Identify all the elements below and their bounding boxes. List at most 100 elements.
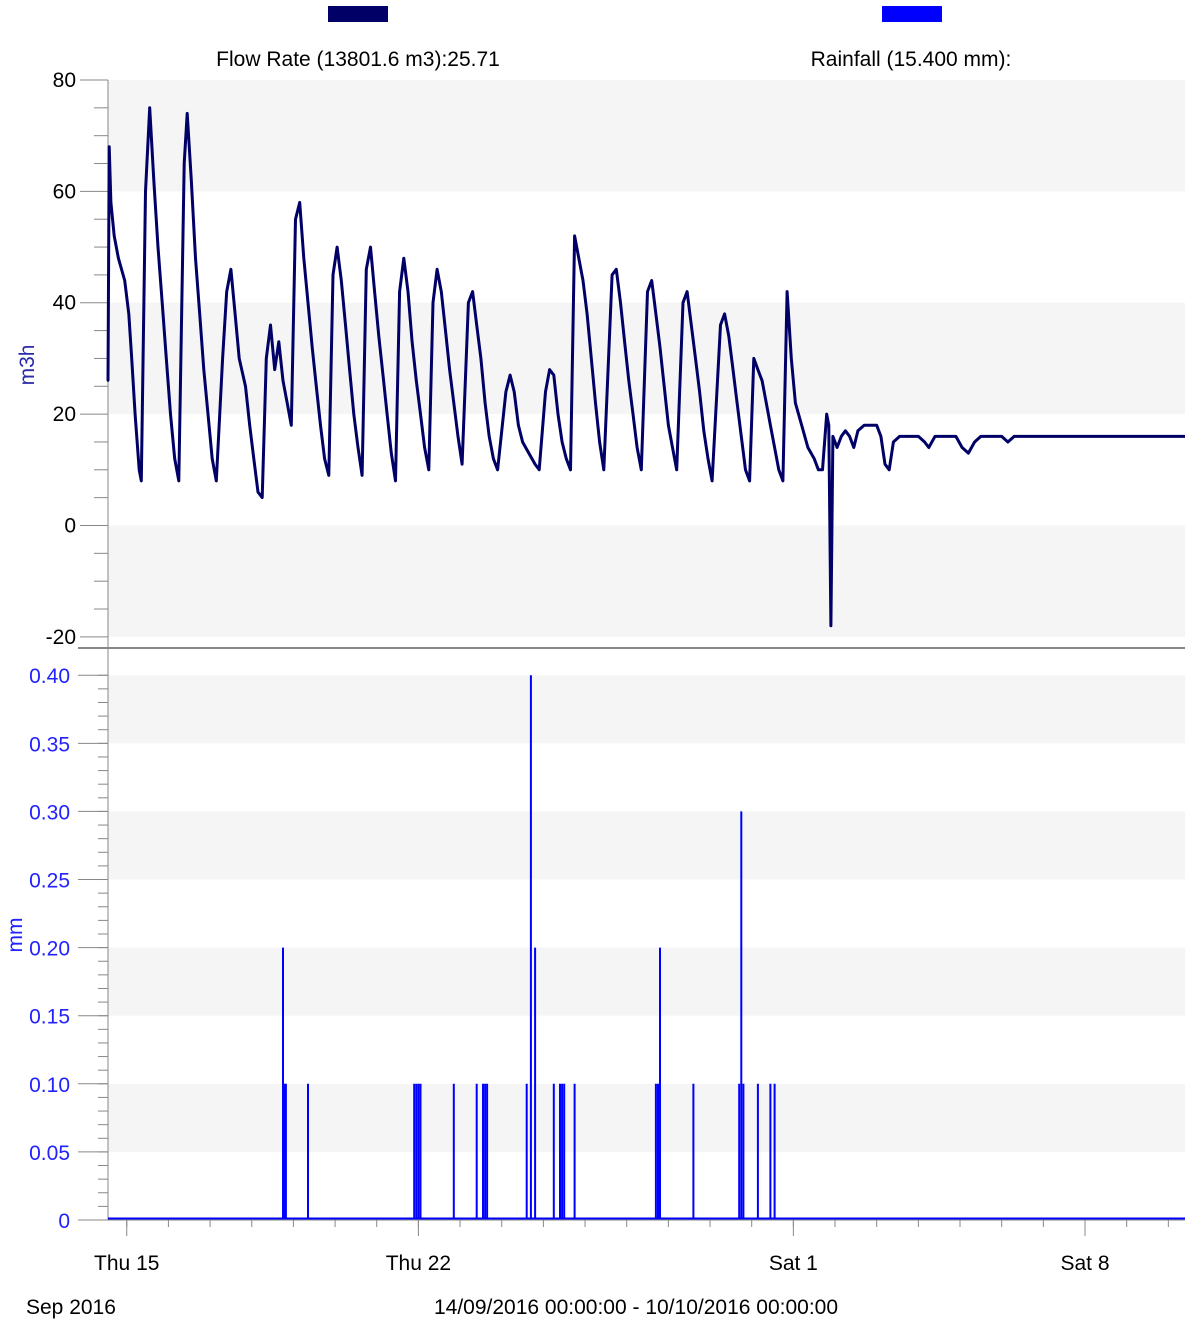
flow-rate-point: [790, 357, 793, 360]
flow-rate-point: [261, 496, 264, 499]
flow-y-tick-label: -20: [46, 626, 76, 649]
flow-rate-point: [369, 245, 372, 249]
flow-rate-point: [888, 468, 891, 471]
flow-rate-point: [973, 440, 976, 444]
rain-y-tick-label: 0.35: [29, 733, 70, 756]
flow-rate-point: [290, 424, 293, 427]
flow-rate-point: [109, 201, 113, 204]
flow-rate-point: [875, 424, 878, 427]
flow-rate-point: [294, 218, 297, 221]
flow-rate-point: [744, 468, 747, 471]
flow-rate-point: [825, 412, 828, 416]
flow-rate-point: [233, 312, 237, 316]
flow-rate-point: [298, 201, 301, 204]
flow-rate-point: [394, 479, 397, 483]
flow-rate-point: [533, 463, 537, 466]
flow-rate-point: [917, 435, 920, 438]
rain-y-tick-label: 0: [58, 1210, 70, 1233]
flow-rate-point: [238, 357, 241, 360]
flow-rate-point: [273, 368, 276, 371]
flow-rate-point: [504, 390, 508, 393]
flow-rate-point: [840, 435, 843, 438]
flow-rate-point: [627, 379, 630, 382]
flow-rate-point: [323, 457, 326, 460]
flow-rate-point: [269, 323, 272, 327]
flow-rate-point: [190, 179, 193, 182]
flow-rate-point: [229, 268, 233, 271]
flow-rate-point: [560, 440, 564, 444]
flow-rate-point: [286, 401, 289, 405]
flow-rate-point: [727, 335, 730, 338]
x-axis: Thu 15 Thu 22 Sat 1 Sat 8: [94, 1219, 1185, 1275]
flow-rate-point: [658, 346, 662, 349]
flow-rate-point: [933, 435, 937, 438]
flow-rate-point: [373, 290, 376, 293]
flow-rate-point: [415, 379, 418, 382]
flow-rate-point: [256, 490, 260, 494]
rain-y-tick-label: 0.10: [29, 1074, 70, 1097]
flow-rate-point: [513, 390, 516, 393]
flow-rate-point: [173, 457, 176, 460]
flow-rate-point: [967, 451, 970, 455]
flow-rate-point: [277, 340, 280, 343]
flow-rate-point: [710, 479, 714, 483]
flow-rate-point: [1006, 440, 1010, 444]
flow-y-tick-label: 0: [64, 514, 76, 537]
flow-rate-point: [646, 290, 649, 293]
flow-rate-point: [483, 401, 487, 405]
legend-swatch-flow[interactable]: [328, 6, 388, 22]
rain-y-tick-label: 0.05: [29, 1142, 70, 1165]
rain-y-tick-label: 0.25: [29, 870, 70, 893]
flow-rate-point: [590, 357, 593, 360]
flow-rate-point: [319, 424, 322, 427]
flow-rate-point: [117, 257, 120, 260]
flow-rate-point: [327, 474, 330, 477]
flow-rate-point: [1000, 435, 1003, 438]
flow-rate-point: [565, 457, 568, 460]
flow-rate-point: [215, 479, 218, 483]
flow-rate-point: [581, 279, 585, 282]
flow-rate-point: [979, 435, 982, 438]
flow-rate-point: [152, 179, 155, 182]
flow-rate-point: [781, 479, 785, 483]
rain-y-tick-label: 0.20: [29, 938, 70, 961]
flow-rate-point: [831, 435, 835, 438]
legend-swatch-rain[interactable]: [882, 6, 942, 22]
flow-rate-point: [140, 479, 143, 483]
flow-rate-point: [492, 457, 495, 460]
flow-rate-point: [960, 446, 964, 449]
rain-y-tick-label: 0.15: [29, 1006, 70, 1029]
flow-rate-point: [352, 412, 355, 416]
flow-rate-point: [479, 357, 483, 360]
flow-rate-point: [315, 385, 318, 388]
flow-rate-point: [410, 340, 414, 343]
rain-y-tick-label: 0.30: [29, 801, 70, 824]
flow-rate-point: [127, 312, 130, 316]
flow-rate-point: [265, 357, 268, 360]
flow-rate-point: [138, 468, 141, 471]
flow-rate-point: [106, 379, 110, 382]
flow-rate-point: [556, 412, 560, 416]
flow-rate-point: [852, 446, 855, 449]
flow-rate-point: [144, 190, 147, 193]
month-label: Sep 2016: [26, 1296, 116, 1319]
flow-rate-point: [829, 624, 833, 627]
flow-rate-point: [398, 290, 401, 293]
flow-rate-point: [573, 234, 576, 238]
flow-rate-point: [569, 468, 572, 471]
rain-grid-band: [108, 675, 1185, 744]
flow-rate-point: [169, 412, 172, 416]
flow-rate-point: [113, 234, 116, 238]
flow-rate-point: [785, 290, 789, 293]
flow-grid-band: [108, 80, 1185, 192]
flow-panel: -20 0 20 40 60 80 m3h: [16, 69, 1185, 649]
flow-rate-point: [769, 424, 772, 427]
flow-rate-point: [848, 435, 851, 438]
flow-rate-point: [521, 440, 524, 444]
flow-rate-point: [527, 451, 530, 455]
flow-rate-point: [719, 323, 722, 327]
flow-rate-point: [377, 335, 380, 338]
flow-rate-point: [130, 357, 133, 360]
